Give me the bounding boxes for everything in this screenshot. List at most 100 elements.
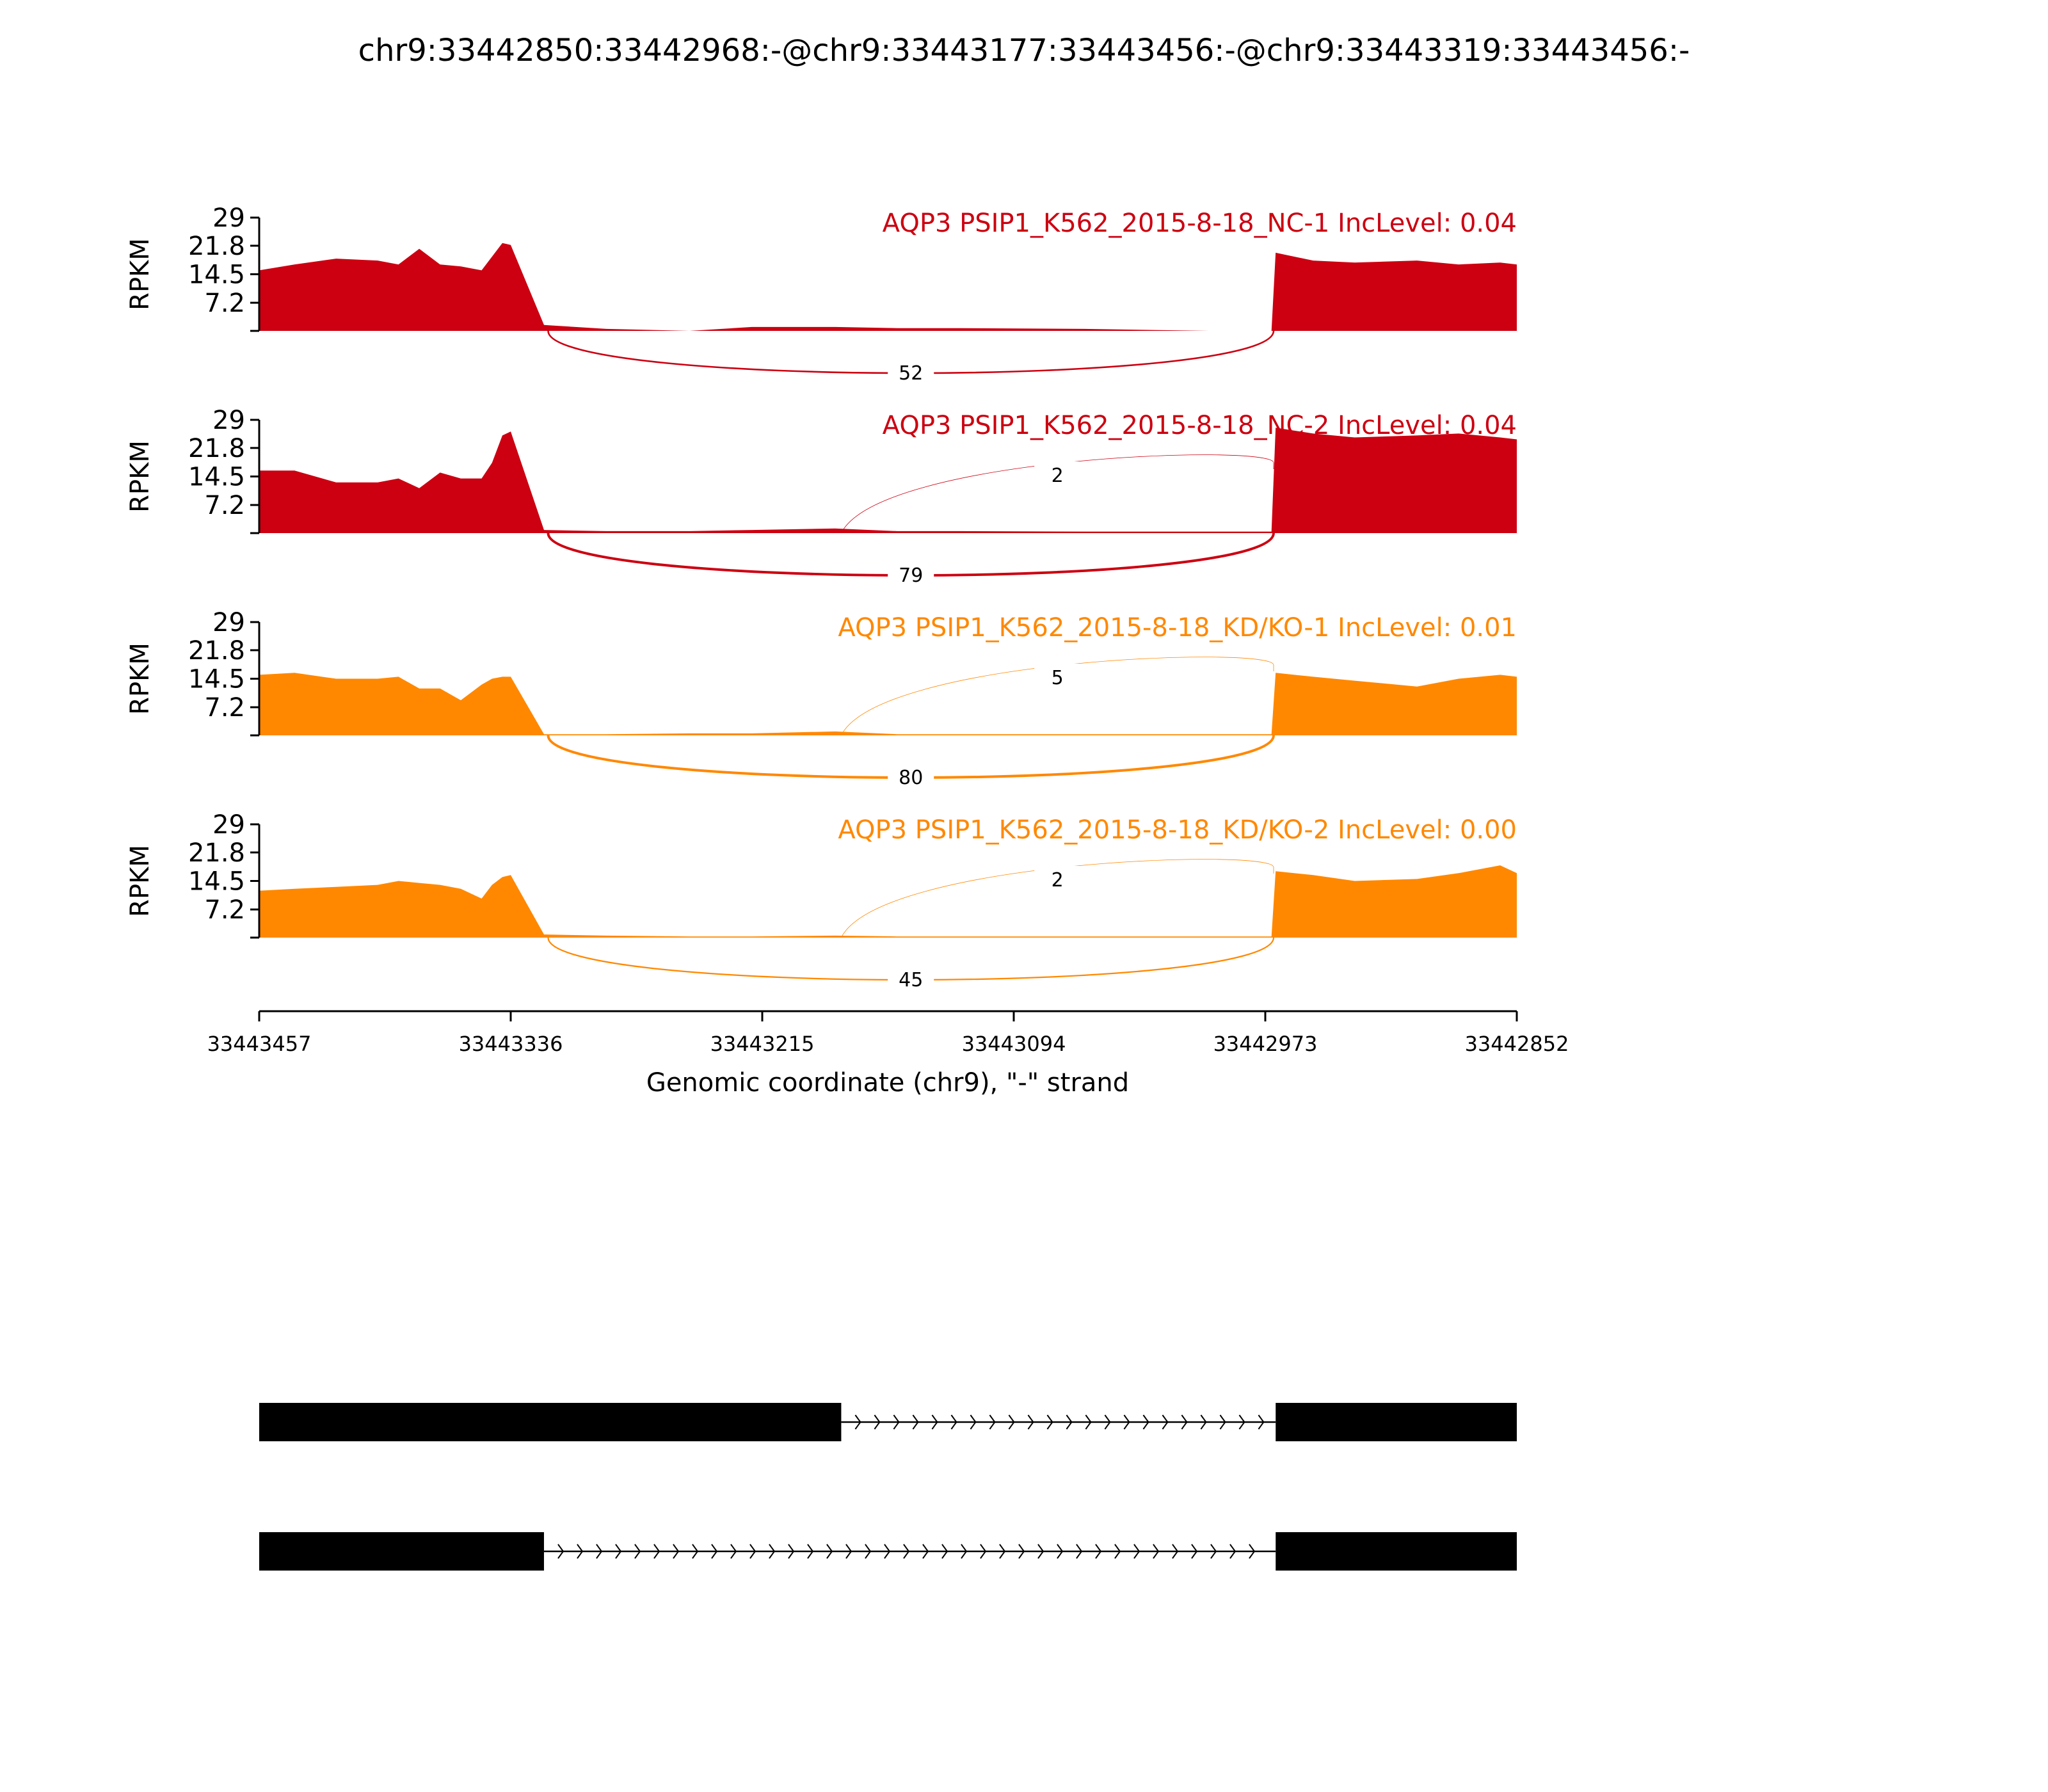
strand-arrow [749, 1544, 756, 1559]
strand-arrow [1008, 1414, 1015, 1430]
strand-arrow [673, 1544, 680, 1559]
strand-arrow [874, 1414, 881, 1430]
strand-arrow [711, 1544, 718, 1559]
junction-count-label: 2 [1052, 465, 1064, 487]
coverage-area [259, 865, 1517, 938]
strand-arrow [653, 1544, 660, 1559]
strand-arrow [1258, 1414, 1265, 1430]
x-tick-label: 33443215 [710, 1032, 815, 1056]
y-tick-label: 29 [212, 406, 245, 435]
chart-title: chr9:33442850:33442968:-@chr9:33443177:3… [358, 33, 1690, 68]
sample-label: AQP3 PSIP1_K562_2015-8-18_KD/KO-1 IncLev… [838, 613, 1517, 643]
junction-label-bg [888, 966, 934, 990]
junction-count-label: 79 [899, 564, 923, 587]
sample-label: AQP3 PSIP1_K562_2015-8-18_NC-2 IncLevel:… [883, 411, 1517, 440]
coverage-area [259, 673, 1517, 735]
strand-arrow [826, 1544, 833, 1559]
strand-arrow [1046, 1414, 1053, 1430]
strand-arrow [788, 1544, 795, 1559]
strand-arrow [1057, 1544, 1064, 1559]
junction-count-label: 80 [899, 767, 923, 789]
x-tick-label: 33443457 [207, 1032, 312, 1056]
junction-label-bg [888, 764, 934, 788]
strand-arrow [980, 1544, 987, 1559]
exon-block [259, 1532, 544, 1571]
strand-arrow [1210, 1544, 1217, 1559]
y-axis-label: RPKM [125, 643, 155, 715]
gene-models [259, 1403, 1517, 1571]
strand-arrow [854, 1414, 861, 1430]
y-tick-label: 21.8 [188, 232, 245, 261]
strand-arrow [1123, 1414, 1130, 1430]
exon-block [1276, 1403, 1517, 1441]
junction-arc [841, 454, 1274, 534]
y-tick-label: 21.8 [188, 434, 245, 463]
x-tick-label: 33442852 [1465, 1032, 1569, 1056]
sample-panel: 7.214.521.829 RPKM 2 45 AQP3 PSIP1_K562_2015… [125, 810, 1517, 991]
strand-arrow [912, 1414, 919, 1430]
strand-arrow [692, 1544, 699, 1559]
sample-panel: 7.214.521.829 RPKM 52 AQP3 PSIP1_K562_2015-… [125, 204, 1517, 385]
junction-count-label: 45 [899, 969, 923, 991]
y-tick-label: 7.2 [204, 693, 245, 723]
strand-arrow [1249, 1544, 1256, 1559]
sample-label: AQP3 PSIP1_K562_2015-8-18_KD/KO-2 IncLev… [838, 815, 1517, 845]
sample-panel: 7.214.521.829 RPKM 5 80 AQP3 PSIP1_K562_2015… [125, 608, 1517, 789]
y-tick-label: 29 [212, 204, 245, 233]
strand-arrow [634, 1544, 641, 1559]
strand-arrow [1219, 1414, 1226, 1430]
sample-label: AQP3 PSIP1_K562_2015-8-18_NC-1 IncLevel:… [883, 209, 1517, 238]
strand-arrow [557, 1544, 564, 1559]
y-tick-label: 7.2 [204, 491, 245, 520]
x-tick-labels: 33443457 33443336 33443215 33443094 33442973… [207, 1011, 1569, 1056]
junction-count-label: 5 [1052, 667, 1064, 689]
strand-arrow [1229, 1544, 1236, 1559]
strand-arrow [1095, 1544, 1102, 1559]
strand-arrow [931, 1414, 938, 1430]
junction-count-label: 52 [899, 362, 923, 385]
y-tick-label: 21.8 [188, 636, 245, 666]
strand-arrow [922, 1544, 929, 1559]
y-axis-label: RPKM [125, 238, 155, 310]
strand-arrow [1018, 1544, 1025, 1559]
strand-arrow [1066, 1414, 1073, 1430]
junction-count-label: 2 [1052, 869, 1064, 892]
y-tick-label: 7.2 [204, 289, 245, 318]
x-tick-label: 33443336 [459, 1032, 563, 1056]
y-axis-label: RPKM [125, 440, 155, 513]
strand-arrow [893, 1414, 900, 1430]
strand-arrow [884, 1544, 891, 1559]
y-tick-label: 29 [212, 608, 245, 637]
strand-arrow [1027, 1414, 1034, 1430]
strand-arrow [865, 1544, 872, 1559]
y-tick-label: 29 [212, 810, 245, 840]
strand-arrow [961, 1544, 968, 1559]
strand-arrow [1181, 1414, 1188, 1430]
strand-arrow [577, 1544, 584, 1559]
junction-arc [841, 657, 1274, 736]
strand-arrow [769, 1544, 776, 1559]
strand-arrow [1076, 1544, 1083, 1559]
strand-arrow [1238, 1414, 1245, 1430]
strand-arrow [950, 1414, 957, 1430]
x-axis: 33443457 33443336 33443215 33443094 33442973… [207, 1010, 1569, 1098]
x-tick-label: 33442973 [1213, 1032, 1318, 1056]
junction-label-bg [1034, 866, 1081, 890]
strand-arrow [1037, 1544, 1044, 1559]
junction-label-bg [888, 359, 934, 383]
junction-arc [841, 859, 1274, 938]
x-tick-label: 33443094 [962, 1032, 1066, 1056]
strand-arrow [1191, 1544, 1198, 1559]
strand-arrow [807, 1544, 814, 1559]
y-tick-label: 14.5 [188, 665, 245, 694]
strand-arrow [999, 1544, 1006, 1559]
y-tick-label: 14.5 [188, 260, 245, 290]
y-tick-label: 21.8 [188, 838, 245, 868]
gene-model [259, 1532, 1517, 1571]
strand-arrow [1142, 1414, 1149, 1430]
strand-arrow [1114, 1544, 1121, 1559]
exon-block [259, 1403, 842, 1441]
strand-arrow [1172, 1544, 1179, 1559]
